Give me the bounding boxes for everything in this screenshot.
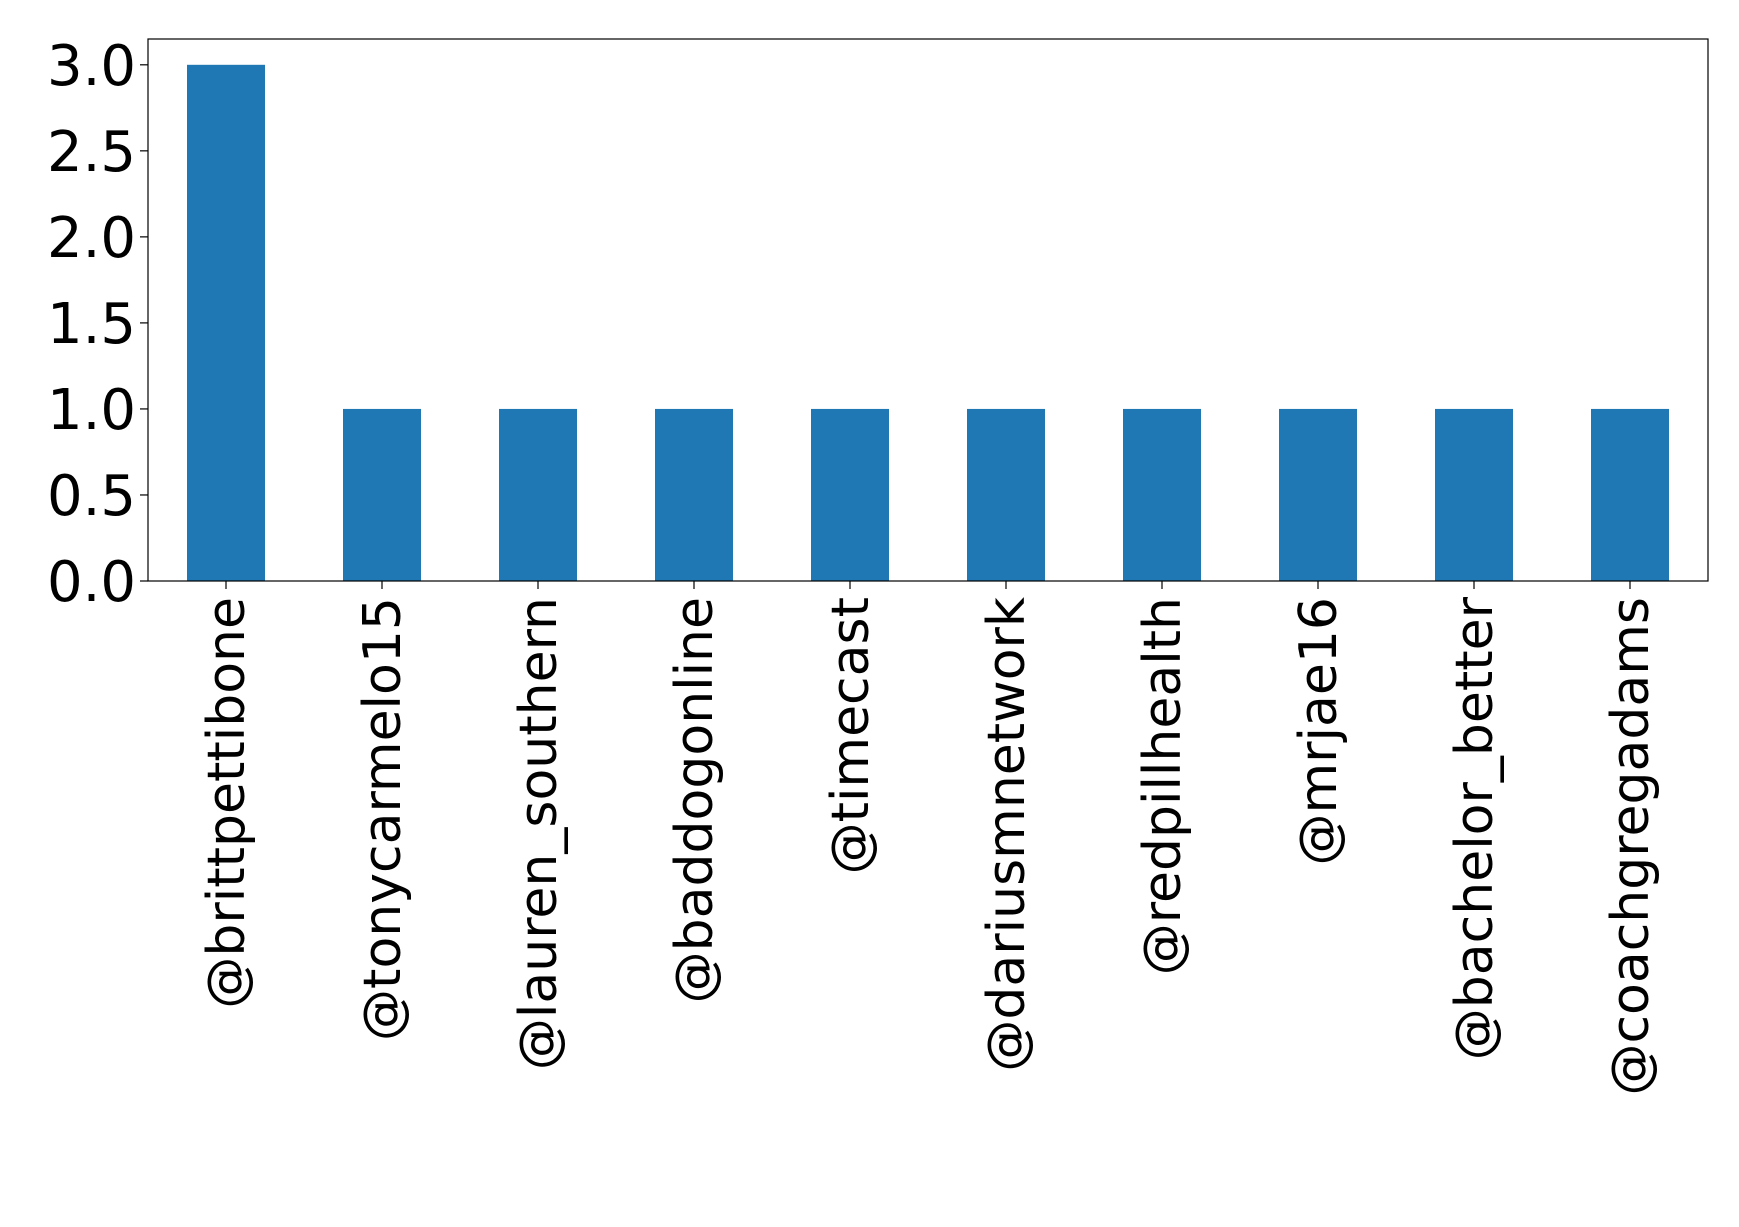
x-tick-label: @mrjae16 <box>1289 597 1349 866</box>
x-tick-label: @dariusmnetwork <box>977 597 1037 1072</box>
x-tick-label: @tonycarmelo15 <box>353 597 413 1041</box>
bar-coachgregadams <box>1591 408 1669 581</box>
x-tick-label: @brittpettibone <box>197 597 257 1009</box>
bar-mrjae16 <box>1279 408 1357 581</box>
x-tick-label: @coachgregadams <box>1601 597 1661 1096</box>
x-tick-label: @baddogonline <box>665 597 725 1003</box>
x-tick-label: @redpillhealth <box>1133 597 1193 975</box>
y-tick-label: 1.5 <box>47 292 136 357</box>
x-tick-label: @bachelor_better <box>1445 596 1505 1060</box>
bars <box>187 64 1669 582</box>
x-tick-label: @lauren_southern <box>509 597 569 1070</box>
bar-baddogonline <box>655 408 733 581</box>
plot-frame <box>147 38 1709 582</box>
y-tick-label: 3.0 <box>47 34 136 99</box>
bar-lauren_southern <box>499 408 577 581</box>
bar-tonycarmelo15 <box>343 408 421 581</box>
x-axis: @brittpettibone @tonycarmelo15 @lauren_sou… <box>197 581 1661 1096</box>
bar-brittpettibone <box>187 64 265 582</box>
bar-timecast <box>811 408 889 581</box>
y-axis: 0.0 0.5 1.0 1.5 2.0 2.5 3.0 <box>47 34 148 615</box>
bar-redpillhealth <box>1123 408 1201 581</box>
bar-dariusmnetwork <box>967 408 1045 581</box>
bar-bachelor_better <box>1435 408 1513 581</box>
y-tick-label: 1.0 <box>47 378 136 443</box>
y-tick-label: 0.0 <box>47 550 136 615</box>
y-tick-label: 2.0 <box>47 206 136 271</box>
y-tick-label: 2.5 <box>47 120 136 185</box>
y-tick-label: 0.5 <box>47 464 136 529</box>
x-tick-label: @timecast <box>821 597 881 874</box>
